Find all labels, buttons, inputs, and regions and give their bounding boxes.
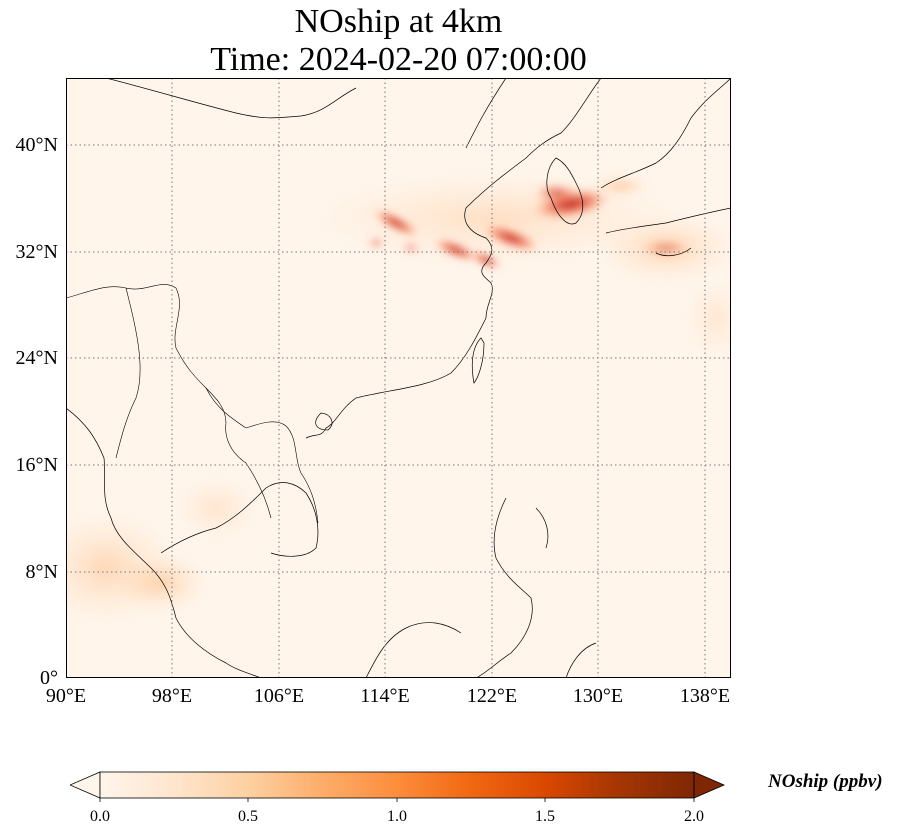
lon-tick-label: 138°E <box>679 685 731 707</box>
colorbar-label: NOship (ppbv) <box>768 771 883 792</box>
lat-tick-label: 40°N <box>15 134 58 156</box>
lat-tick-label: 0° <box>40 667 58 689</box>
chart-title-line1: NOship at 4km <box>294 3 503 40</box>
lat-tick-label: 16°N <box>15 454 58 476</box>
lon-tick-label: 98°E <box>151 685 193 707</box>
lon-tick-label: 114°E <box>360 685 410 707</box>
colorbar-extend-max <box>693 771 726 799</box>
map-plot-area <box>66 78 731 678</box>
gridlines <box>66 78 731 678</box>
lat-tick-label: 8°N <box>25 561 58 583</box>
lon-tick-label: 106°E <box>253 685 305 707</box>
concentration-hotspots <box>368 176 691 269</box>
colorbar-tick-label: 0.5 <box>238 808 258 825</box>
colorbar-tick-label: 0.0 <box>90 808 110 825</box>
lat-tick-label: 24°N <box>15 347 58 369</box>
lat-tick-label: 32°N <box>15 241 58 263</box>
colorbar-tick-label: 1.0 <box>387 808 407 825</box>
country-borders <box>66 284 319 524</box>
coastlines <box>66 78 731 678</box>
lon-tick-label: 130°E <box>572 685 624 707</box>
lon-tick-label: 122°E <box>466 685 518 707</box>
colorbar-extend-min <box>70 771 101 799</box>
colorbar <box>70 771 726 802</box>
map-border <box>66 78 731 678</box>
colorbar-tick-label: 2.0 <box>684 808 704 825</box>
chart-title-line2: Time: 2024-02-20 07:00:00 <box>210 41 587 78</box>
lon-tick-label: 90°E <box>45 685 87 707</box>
colorbar-gradient <box>100 772 694 798</box>
colorbar-tick-label: 1.5 <box>535 808 555 825</box>
